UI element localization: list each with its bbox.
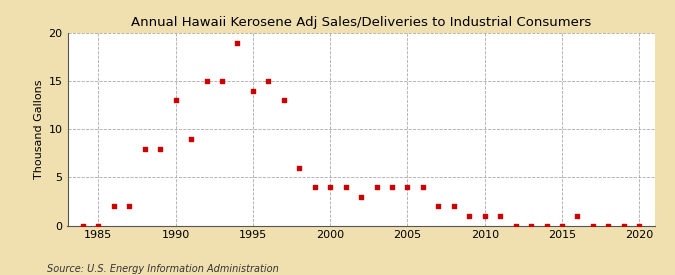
Y-axis label: Thousand Gallons: Thousand Gallons [34,79,45,179]
Point [464,214,475,218]
Point [603,223,614,228]
Point [479,214,490,218]
Point [510,223,521,228]
Point [78,223,88,228]
Point [340,185,351,189]
Point [448,204,459,208]
Point [387,185,398,189]
Point [186,137,196,141]
Point [263,79,274,83]
Point [155,146,165,151]
Point [402,185,413,189]
Point [201,79,212,83]
Point [587,223,598,228]
Point [232,40,243,45]
Point [371,185,382,189]
Point [309,185,320,189]
Point [294,166,304,170]
Point [217,79,227,83]
Point [618,223,629,228]
Point [124,204,135,208]
Point [279,98,290,103]
Point [170,98,181,103]
Point [526,223,537,228]
Point [356,194,367,199]
Point [325,185,335,189]
Point [248,89,259,93]
Title: Annual Hawaii Kerosene Adj Sales/Deliveries to Industrial Consumers: Annual Hawaii Kerosene Adj Sales/Deliver… [131,16,591,29]
Point [139,146,150,151]
Point [495,214,506,218]
Point [109,204,119,208]
Point [433,204,443,208]
Point [634,223,645,228]
Point [557,223,568,228]
Point [93,223,104,228]
Point [418,185,429,189]
Text: Source: U.S. Energy Information Administration: Source: U.S. Energy Information Administ… [47,264,279,274]
Point [572,214,583,218]
Point [541,223,552,228]
